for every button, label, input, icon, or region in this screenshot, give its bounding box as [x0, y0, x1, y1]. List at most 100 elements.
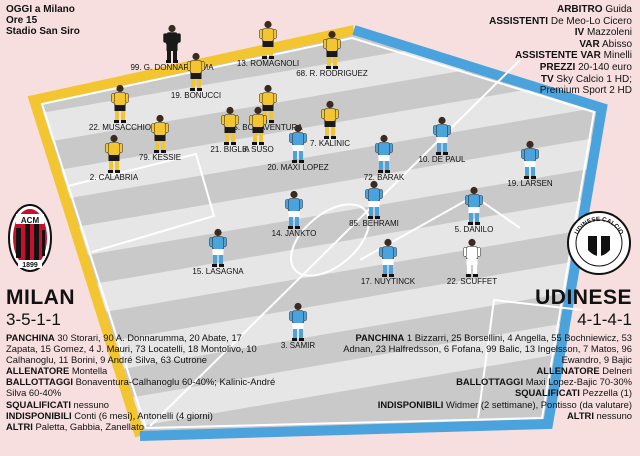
milan-logo-year: 1899 — [22, 262, 38, 269]
detail-label: SQUALIFICATI — [514, 387, 580, 399]
milan-player-label: 99. G. DONNARUMMA — [130, 63, 214, 72]
player-figure-icon — [433, 116, 451, 155]
official-row: IV Mazzoleni — [489, 27, 632, 39]
udinese-logo: UDINESE CALCIO — [567, 211, 631, 275]
official-label: PREZZI — [539, 61, 576, 73]
official-label: VAR — [579, 38, 600, 50]
pitch-lines — [40, 36, 596, 430]
udinese-player-label: 3. SAMIR — [280, 341, 316, 350]
milan-player-label: 13. ROMAGNOLI — [236, 59, 300, 68]
milan-player — [220, 106, 240, 151]
detail-value: 1 Bizzarri, 25 Borsellini, 4 Angella, 55… — [343, 332, 632, 366]
official-value: Minelli — [603, 50, 632, 62]
udinese-player — [520, 140, 540, 185]
player-figure-icon — [289, 302, 307, 341]
udinese-details: PANCHINA 1 Bizzarri, 25 Borsellini, 4 An… — [342, 332, 632, 421]
udinese-player-label: 14. JANKTO — [271, 229, 317, 238]
udinese-player — [288, 302, 308, 347]
milan-player-label: 5. BONAVENTURA — [233, 123, 303, 132]
match-city: OGGI a Milano — [6, 4, 75, 15]
detail-value: Delneri — [602, 365, 632, 377]
detail-value: Montella — [71, 365, 108, 377]
milan-details: PANCHINA 30 Storari, 90 A. Donnarumma, 2… — [6, 332, 276, 432]
milan-player — [110, 84, 130, 129]
udinese-detail-row: ALTRI nessuno — [342, 410, 632, 421]
detail-value: Paletta, Gabbia, Zanellato — [35, 420, 144, 432]
milan-block: MILAN 3-5-1-1 PANCHINA 30 Storari, 90 A.… — [6, 286, 276, 432]
detail-value: Conti (6 mesi), Antonelli (4 giorni) — [74, 409, 213, 421]
udinese-detail-row: PANCHINA 1 Bizzarri, 25 Borsellini, 4 An… — [342, 332, 632, 365]
milan-logo: ACM 1899 — [8, 204, 52, 272]
player-figure-icon — [209, 228, 227, 267]
milan-player-label: 68. R. RODRIGUEZ — [296, 69, 368, 78]
udinese-name: UDINESE — [535, 286, 632, 309]
player-figure-icon — [151, 114, 169, 153]
udinese-player-label: 10. DE PAUL — [418, 155, 466, 164]
detail-label: BALLOTTAGGI — [456, 376, 524, 388]
milan-player — [320, 100, 340, 145]
milan-player — [162, 24, 182, 69]
detail-label: INDISPONIBILI — [377, 398, 444, 410]
milan-player — [186, 52, 206, 97]
milan-detail-row: SQUALIFICATI nessuno — [6, 399, 276, 410]
match-time: Ore 15 — [6, 15, 38, 26]
udinese-detail-row: INDISPONIBILI Widmer (2 settimane), Pont… — [342, 399, 632, 410]
detail-label: PANCHINA — [355, 332, 405, 343]
udinese-border — [139, 25, 608, 441]
detail-label: ALTRI — [6, 420, 33, 432]
detail-value: nessuno — [596, 409, 632, 421]
official-value: Mazzoleni — [586, 27, 632, 39]
milan-player — [150, 114, 170, 159]
official-label: ASSISTENTE VAR — [514, 50, 601, 62]
official-value: Sky Calcio 1 HD; — [556, 73, 632, 85]
detail-label: INDISPONIBILI — [6, 409, 72, 421]
udinese-player-label: 72. BARAK — [363, 173, 405, 182]
detail-label: ALLENATORE — [536, 365, 600, 377]
player-figure-icon — [289, 124, 307, 163]
milan-player-label: 2. CALABRIA — [89, 173, 139, 182]
player-figure-icon — [365, 180, 383, 219]
official-label: IV — [574, 27, 585, 39]
player-figure-icon — [187, 52, 205, 91]
player-figure-icon — [463, 238, 481, 277]
player-figure-icon — [105, 134, 123, 173]
milan-player-label: 79. KESSIE — [138, 153, 182, 162]
udinese-player — [464, 186, 484, 231]
milan-formation: 3-5-1-1 — [6, 310, 61, 329]
milan-border — [27, 25, 356, 438]
milan-detail-row: BALLOTTAGGI Bonaventura-Calhanoglu 60-40… — [6, 376, 276, 398]
udinese-formation: 4-1-4-1 — [577, 310, 632, 329]
player-figure-icon — [249, 106, 267, 145]
milan-detail-row: ALLENATORE Montella — [6, 365, 276, 376]
official-label: TV — [540, 73, 554, 85]
detail-label: ALTRI — [567, 409, 594, 421]
player-figure-icon — [321, 100, 339, 139]
official-row: ASSISTENTE VAR Minelli — [489, 50, 632, 62]
milan-player-label: 21. BIGLIA — [210, 145, 250, 154]
player-figure-icon — [285, 190, 303, 229]
official-row: ASSISTENTI De Meo-Lo Cicero — [489, 16, 632, 28]
udinese-player — [462, 238, 482, 283]
milan-detail-row: INDISPONIBILI Conti (6 mesi), Antonelli … — [6, 410, 276, 421]
udinese-player-label: 19. LARSEN — [507, 179, 553, 188]
udinese-detail-row: ALLENATORE Delneri — [342, 365, 632, 376]
official-value: Guida — [605, 4, 632, 15]
udinese-detail-row: BALLOTTAGGI Maxi Lopez-Bajic 70-30% — [342, 376, 632, 387]
official-row: Premium Sport 2 HD — [489, 85, 632, 97]
milan-player — [322, 30, 342, 75]
official-row: PREZZI 20-140 euro — [489, 62, 632, 74]
udinese-block: UDINESE 4-1-4-1 PANCHINA 1 Bizzarri, 25 … — [342, 286, 632, 421]
detail-value: Bonaventura-Calhanoglu 60-40%; Kalinic-A… — [6, 376, 276, 399]
detail-value: Pezzella (1) — [582, 387, 633, 399]
milan-player — [258, 20, 278, 65]
official-value: 20-140 euro — [578, 61, 632, 73]
player-figure-icon — [259, 20, 277, 59]
player-figure-icon — [163, 24, 181, 63]
udinese-detail-row: SQUALIFICATI Pezzella (1) — [342, 387, 632, 398]
udinese-player — [208, 228, 228, 273]
udinese-player-label: 5. DANILO — [454, 225, 494, 234]
udinese-player — [364, 180, 384, 225]
detail-label: SQUALIFICATI — [6, 398, 71, 410]
official-label: ARBITRO — [556, 4, 603, 15]
